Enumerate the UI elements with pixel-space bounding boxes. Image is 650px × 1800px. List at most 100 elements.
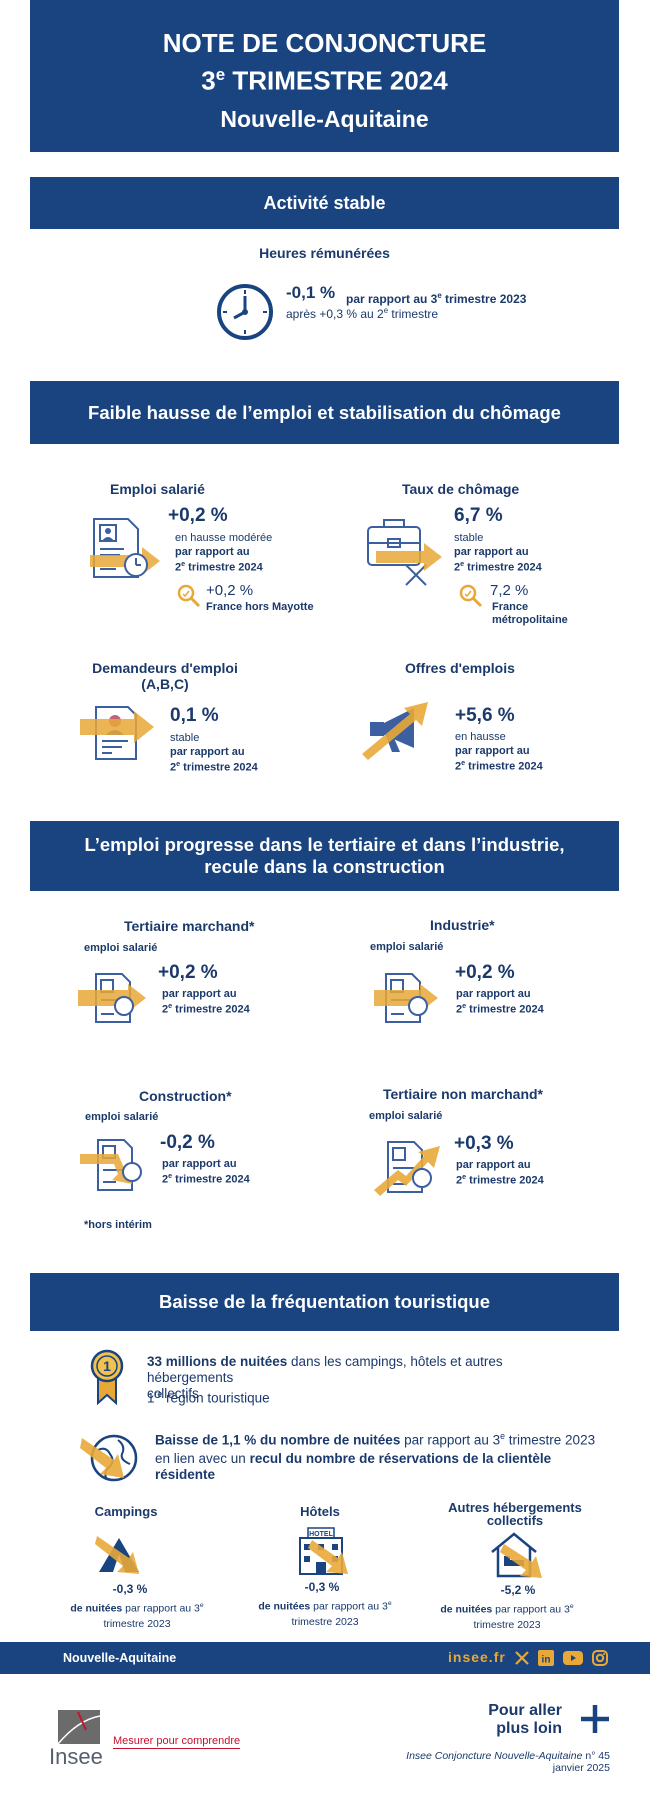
salaried-document-icon (88, 515, 162, 581)
globe-arrow-down-icon (80, 1430, 142, 1490)
instagram-icon[interactable] (592, 1650, 608, 1666)
plus-icon[interactable] (581, 1705, 609, 1733)
offers-cmp1: par rapport au (455, 745, 530, 757)
document-arrow-up-icon (372, 1140, 444, 1196)
sector-title-tertiaire-marchand: Tertiaire marchand* (124, 918, 255, 934)
site-link[interactable]: insee.fr (448, 1649, 506, 1665)
unemployment-fr-label2: métropolitaine (492, 614, 568, 626)
sector-cmp2: 2e trimestre 2024 (162, 1002, 250, 1016)
publication-ref: Insee Conjoncture Nouvelle-Aquitaine n° … (406, 1750, 610, 1774)
document-arrow-down-icon (78, 1138, 150, 1194)
band-sectors: L’emploi progresse dans le tertiaire et … (30, 821, 619, 891)
footer-region: Nouvelle-Aquitaine (63, 1651, 177, 1665)
camping-value: -0,3 % (112, 1582, 148, 1596)
header-title: NOTE DE CONJONCTURE (162, 28, 487, 58)
unemployment-title: Taux de chômage (402, 481, 520, 497)
sector-cmp2: 2e trimestre 2024 (456, 1002, 544, 1016)
hotel-title: Hôtels (300, 1504, 340, 1519)
sector-value-construction: -0,2 % (160, 1132, 215, 1153)
salaried-desc: en hausse modérée (175, 532, 273, 544)
salaried-cmp2: 2e trimestre 2024 (175, 560, 263, 574)
activity-subtitle: Heures rémunérées (259, 245, 390, 261)
unemployment-desc: stable (454, 532, 484, 544)
camping-title: Campings (94, 1504, 158, 1519)
sector-cmp1: par rapport au (162, 1158, 237, 1170)
camping-cmp: de nuitées par rapport au 3e trimestre 20… (70, 1602, 204, 1630)
tourism-link: en lien avec un recul du nombre de réser… (155, 1451, 552, 1482)
sector-sub: emploi salarié (85, 1111, 159, 1123)
band-employment: Faible hausse de l’emploi et stabilisati… (30, 381, 619, 444)
insee-logo (48, 1710, 104, 1750)
sector-value-industrie: +0,2 % (455, 962, 515, 983)
sector-value-tertiaire-marchand: +0,2 % (158, 962, 218, 983)
band-activity: Activité stable (30, 177, 619, 229)
other-lodging-value: -5,2 % (500, 1583, 536, 1597)
insee-logo-text: Insee (49, 1744, 103, 1769)
header-region: Nouvelle-Aquitaine (220, 106, 429, 132)
document-arrow-up-icon (372, 972, 444, 1024)
tourism-drop: Baisse de 1,1 % du nombre de nuitées par… (155, 1431, 596, 1448)
other-lodging-title: Autres hébergements collectifs (448, 1500, 582, 1528)
header-banner: NOTE DE CONJONCTURE 3e TRIMESTRE 2024 No… (30, 0, 619, 152)
magnifier-icon (176, 583, 202, 609)
svg-text:1: 1 (103, 1358, 111, 1374)
unemployment-cmp1: par rapport au (454, 546, 529, 558)
insee-tagline: Mesurer pour comprendre (113, 1735, 241, 1749)
tourism-nights: 33 millions de nuitées dans les campings… (147, 1354, 503, 1401)
footer-bar: Nouvelle-Aquitaine insee.fr in (0, 1642, 650, 1674)
jobseekers-value: 0,1 % (170, 705, 219, 726)
hotel-cmp: de nuitées par rapport au 3e trimestre 20… (258, 1600, 392, 1628)
hotel-icon: HOTEL (294, 1526, 354, 1576)
hotel-value: -0,3 % (304, 1580, 340, 1594)
sector-value-tertiaire-non-marchand: +0,3 % (454, 1133, 514, 1154)
sector-title-construction: Construction* (139, 1088, 232, 1104)
medal-icon: 1 (90, 1349, 124, 1405)
offers-cmp2: 2e trimestre 2024 (455, 759, 543, 773)
svg-text:in: in (542, 1655, 551, 1666)
house-bed-icon (488, 1530, 548, 1580)
unemployment-fr-label1: France (492, 601, 529, 613)
salaried-title: Emploi salarié (110, 481, 205, 497)
offers-title: Offres d'emplois (405, 660, 515, 676)
unemployment-cmp2: 2e trimestre 2024 (454, 560, 542, 574)
sector-cmp2: 2e trimestre 2024 (456, 1173, 544, 1187)
jobseekers-desc: stable (170, 732, 200, 744)
activity-after: après +0,3 % au 2e trimestre (286, 306, 439, 321)
x-icon[interactable] (514, 1650, 530, 1666)
sector-cmp1: par rapport au (162, 988, 237, 1000)
clock-icon (216, 283, 274, 341)
sector-sub: emploi salarié (369, 1110, 443, 1122)
sectors-note: *hors intérim (84, 1219, 152, 1231)
tent-icon (95, 1532, 151, 1576)
salaried-fr-value: +0,2 % (206, 582, 254, 599)
sector-title-tertiaire-non-marchand: Tertiaire non marchand* (383, 1086, 544, 1102)
sector-cmp1: par rapport au (456, 1159, 531, 1171)
jobseeker-document-icon (78, 703, 156, 761)
activity-compare: par rapport au 3e trimestre 2023 (346, 291, 527, 306)
document-arrow-up-icon (76, 972, 148, 1024)
sector-sub: emploi salarié (370, 941, 444, 953)
briefcase-icon (366, 515, 446, 589)
svg-text:HOTEL: HOTEL (309, 1531, 333, 1538)
youtube-icon[interactable] (563, 1650, 583, 1666)
sector-title-industrie: Industrie* (430, 917, 495, 933)
linkedin-icon[interactable]: in (538, 1650, 554, 1666)
band-tourism: Baisse de la fréquentation touristique (30, 1273, 619, 1331)
tourism-rank: 1re région touristique (147, 1389, 270, 1406)
sector-cmp1: par rapport au (456, 988, 531, 1000)
salaried-cmp1: par rapport au (175, 546, 250, 558)
other-lodging-cmp: de nuitées par rapport au 3e trimestre 20… (440, 1603, 574, 1631)
header-quarter: 3e TRIMESTRE 2024 (201, 65, 448, 96)
unemployment-value: 6,7 % (454, 505, 503, 526)
jobseekers-title: Demandeurs d'emploi (A,B,C) (92, 660, 238, 692)
megaphone-icon (360, 694, 442, 768)
sector-cmp2: 2e trimestre 2024 (162, 1172, 250, 1186)
offers-value: +5,6 % (455, 705, 515, 726)
activity-value: -0,1 % (286, 283, 336, 302)
jobseekers-cmp1: par rapport au (170, 746, 245, 758)
salaried-value: +0,2 % (168, 505, 228, 526)
offers-desc: en hausse (455, 731, 506, 743)
more-link[interactable]: Pour aller plus loin (488, 1702, 562, 1737)
salaried-fr-label: France hors Mayotte (206, 601, 314, 613)
sector-sub: emploi salarié (84, 942, 158, 954)
